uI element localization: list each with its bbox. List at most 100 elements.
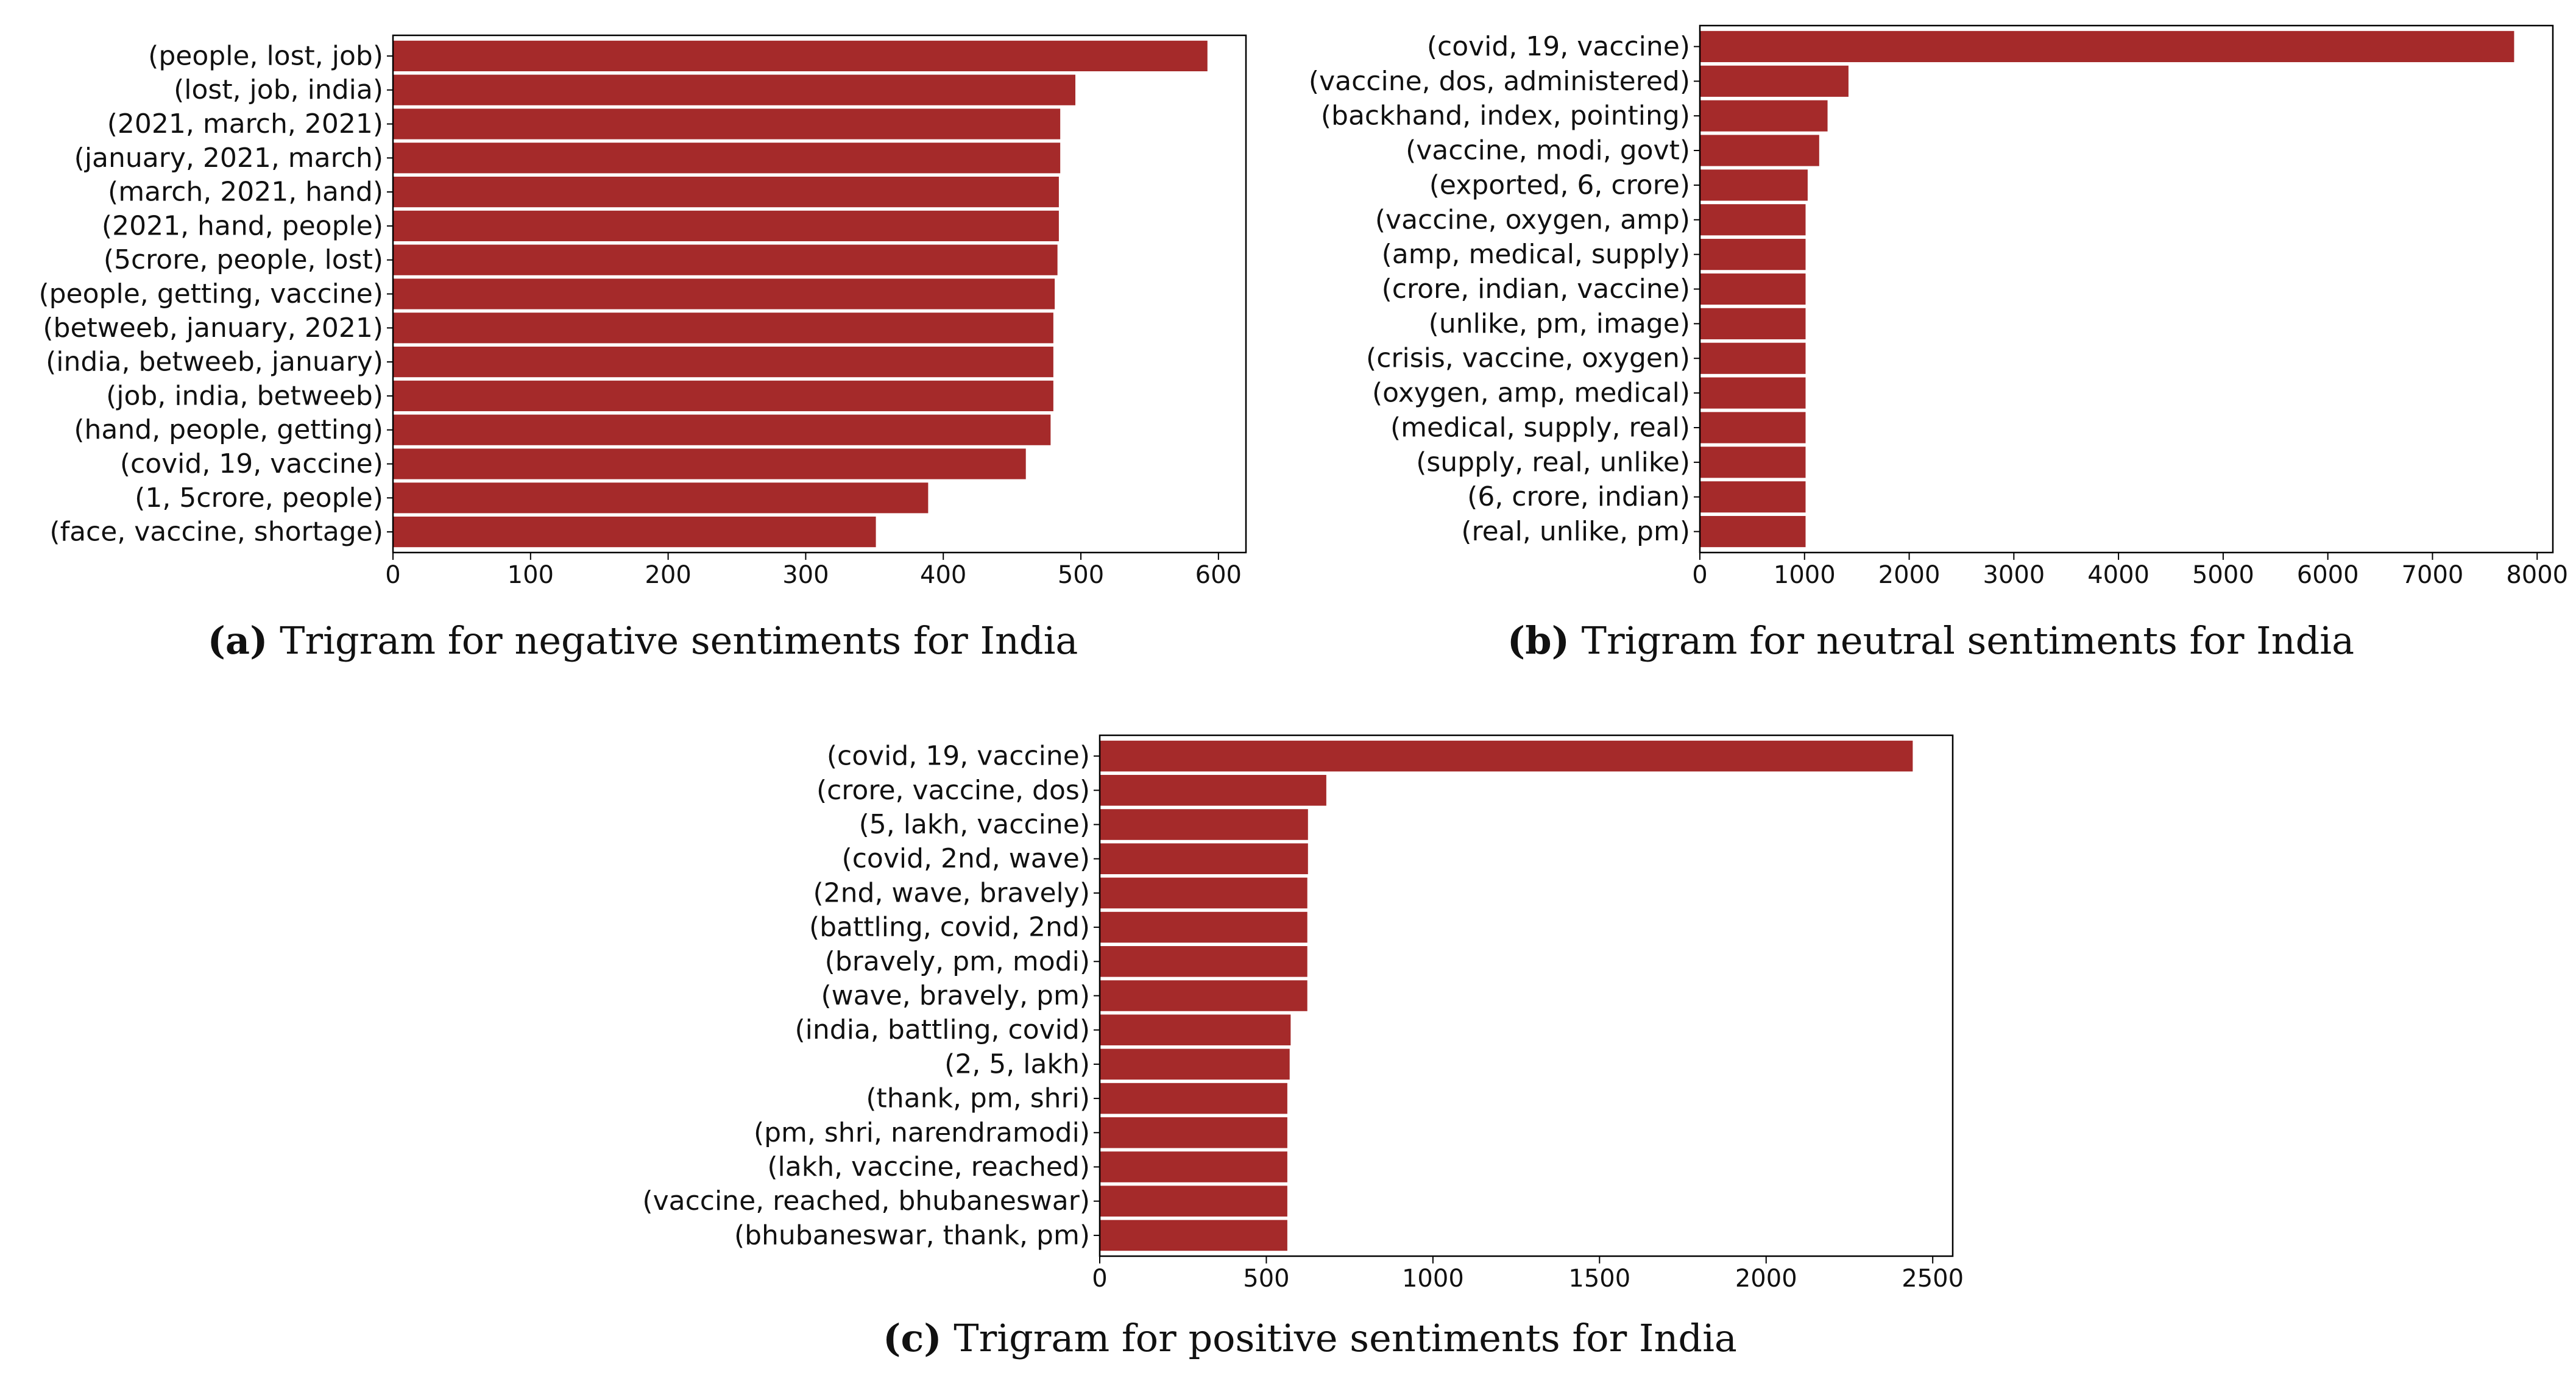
caption-text-a: Trigram for negative sentiments for Indi… bbox=[280, 618, 1078, 663]
plot-frame bbox=[1099, 734, 1954, 1257]
bar-12 bbox=[1100, 1117, 1287, 1148]
bar-13 bbox=[1700, 447, 1806, 478]
category-label-6: (vaccine, oxygen, amp) bbox=[1375, 204, 1690, 235]
category-label-5: (2nd, wave, bravely) bbox=[813, 877, 1090, 908]
chart-panel-negative: (people, lost, job) (lost, job, india) (20… bbox=[0, 0, 1286, 682]
bar-4 bbox=[1100, 843, 1308, 874]
x-tick-label-6: 500 bbox=[1058, 561, 1104, 589]
bar-5 bbox=[393, 176, 1059, 208]
chart-negative-trigrams: (people, lost, job)(lost, job, india)(20… bbox=[38, 34, 1247, 589]
bar-1 bbox=[1700, 30, 2514, 63]
x-tick-label-5: 2000 bbox=[1735, 1265, 1797, 1293]
bar-1 bbox=[393, 40, 1208, 72]
x-tick-label-3: 1000 bbox=[1402, 1265, 1464, 1293]
category-label-4: (vaccine, modi, govt) bbox=[1406, 135, 1690, 166]
bar-10 bbox=[1700, 342, 1806, 374]
x-tick-label-5: 4000 bbox=[2087, 561, 2150, 589]
caption-letter-b: (b) bbox=[1507, 618, 1569, 663]
category-label-11: (oxygen, amp, medical) bbox=[1372, 378, 1690, 409]
plot-frame bbox=[1699, 24, 2554, 554]
x-tick-label-1: 0 bbox=[1692, 561, 1707, 589]
category-label-4: (january, 2021, march) bbox=[74, 143, 383, 174]
bar-15 bbox=[393, 516, 876, 548]
bar-2 bbox=[1100, 775, 1326, 806]
bar-2 bbox=[393, 74, 1075, 105]
bar-5 bbox=[1100, 877, 1307, 909]
category-label-7: (5crore, people, lost) bbox=[104, 244, 383, 275]
x-tick-label-2: 100 bbox=[508, 561, 554, 589]
category-label-11: (job, india, betweeb) bbox=[106, 380, 383, 411]
category-label-9: (unlike, pm, image) bbox=[1429, 308, 1690, 339]
x-tick-label-2: 1000 bbox=[1774, 561, 1836, 589]
bar-6 bbox=[1700, 204, 1806, 236]
bar-15 bbox=[1700, 515, 1806, 548]
bar-3 bbox=[393, 108, 1061, 140]
category-label-8: (wave, bravely, pm) bbox=[821, 980, 1090, 1011]
x-tick-label-7: 600 bbox=[1195, 561, 1242, 589]
x-tick-label-6: 5000 bbox=[2192, 561, 2254, 589]
caption-letter-c: (c) bbox=[883, 1316, 942, 1360]
x-tick-label-3: 200 bbox=[645, 561, 691, 589]
bar-12 bbox=[393, 414, 1051, 445]
bar-13 bbox=[393, 448, 1026, 479]
category-label-13: (supply, real, unlike) bbox=[1416, 447, 1690, 478]
x-tick-label-9: 8000 bbox=[2506, 561, 2568, 589]
category-label-9: (india, battling, covid) bbox=[795, 1014, 1090, 1045]
category-label-8: (people, getting, vaccine) bbox=[38, 278, 383, 309]
category-label-3: (backhand, index, pointing) bbox=[1321, 101, 1690, 132]
bar-7 bbox=[393, 244, 1058, 275]
category-label-9: (betweeb, january, 2021) bbox=[43, 313, 383, 344]
category-label-4: (covid, 2nd, wave) bbox=[842, 843, 1090, 874]
bar-7 bbox=[1100, 946, 1307, 977]
category-label-10: (india, betweeb, january) bbox=[46, 347, 383, 378]
category-label-11: (thank, pm, shri) bbox=[866, 1083, 1090, 1114]
caption-positive: (c) Trigram for positive sentiments for … bbox=[792, 1316, 1828, 1360]
bar-13 bbox=[1100, 1151, 1287, 1182]
category-label-15: (bhubaneswar, thank, pm) bbox=[734, 1220, 1090, 1251]
chart-panel-positive: (covid, 19, vaccine) (crore, vaccine, dos… bbox=[0, 701, 2576, 1392]
bar-9 bbox=[1100, 1014, 1291, 1045]
bar-11 bbox=[1100, 1083, 1287, 1114]
bar-12 bbox=[1700, 412, 1806, 443]
category-label-2: (vaccine, dos, administered) bbox=[1309, 66, 1690, 97]
bar-15 bbox=[1100, 1220, 1287, 1251]
category-label-14: (vaccine, reached, bhubaneswar) bbox=[642, 1185, 1090, 1217]
category-label-2: (crore, vaccine, dos) bbox=[816, 775, 1090, 806]
bar-10 bbox=[1100, 1048, 1290, 1080]
x-tick-label-1: 0 bbox=[1092, 1265, 1107, 1293]
bar-9 bbox=[393, 313, 1053, 344]
category-label-6: (battling, covid, 2nd) bbox=[809, 912, 1090, 943]
bar-4 bbox=[1700, 135, 1819, 166]
bar-14 bbox=[1700, 481, 1806, 513]
x-tick-label-4: 1500 bbox=[1568, 1265, 1630, 1293]
x-tick-label-1: 0 bbox=[385, 561, 400, 589]
bar-8 bbox=[393, 278, 1055, 309]
caption-text-c: Trigram for positive sentiments for Indi… bbox=[954, 1316, 1737, 1360]
category-label-7: (amp, medical, supply) bbox=[1382, 239, 1690, 270]
chart-neutral-trigrams: (covid, 19, vaccine) (vaccine, dos, admin… bbox=[1309, 24, 2568, 589]
bar-3 bbox=[1100, 809, 1308, 840]
category-label-3: (2021, march, 2021) bbox=[107, 108, 383, 140]
chart-panel-neutral: (covid, 19, vaccine) (vaccine, dos, admin… bbox=[1286, 0, 2576, 682]
category-label-12: (hand, people, getting) bbox=[74, 414, 383, 445]
bar-1 bbox=[1100, 740, 1913, 772]
chart-positive-trigrams: (covid, 19, vaccine)(crore, vaccine, dos… bbox=[642, 734, 1964, 1293]
category-label-8: (crore, indian, vaccine) bbox=[1382, 274, 1690, 305]
x-tick-label-7: 6000 bbox=[2297, 561, 2359, 589]
category-label-5: (march, 2021, hand) bbox=[108, 177, 383, 208]
x-tick-label-4: 3000 bbox=[1983, 561, 2045, 589]
bar-5 bbox=[1700, 169, 1808, 201]
x-tick-label-5: 400 bbox=[920, 561, 966, 589]
x-tick-label-4: 300 bbox=[782, 561, 829, 589]
bar-14 bbox=[1100, 1185, 1287, 1217]
bar-14 bbox=[393, 482, 929, 514]
caption-text-b: Trigram for neutral sentiments for India bbox=[1581, 618, 2355, 663]
bar-2 bbox=[1700, 65, 1849, 97]
category-label-13: (covid, 19, vaccine) bbox=[120, 448, 383, 479]
category-label-1: (covid, 19, vaccine) bbox=[827, 741, 1090, 772]
category-label-12: (pm, shri, narendramodi) bbox=[754, 1117, 1090, 1148]
category-label-5: (exported, 6, crore) bbox=[1429, 169, 1690, 200]
category-label-15: (face, vaccine, shortage) bbox=[49, 517, 383, 548]
category-label-1: (people, lost, job) bbox=[148, 40, 383, 71]
category-label-15: (real, unlike, pm) bbox=[1461, 516, 1690, 547]
